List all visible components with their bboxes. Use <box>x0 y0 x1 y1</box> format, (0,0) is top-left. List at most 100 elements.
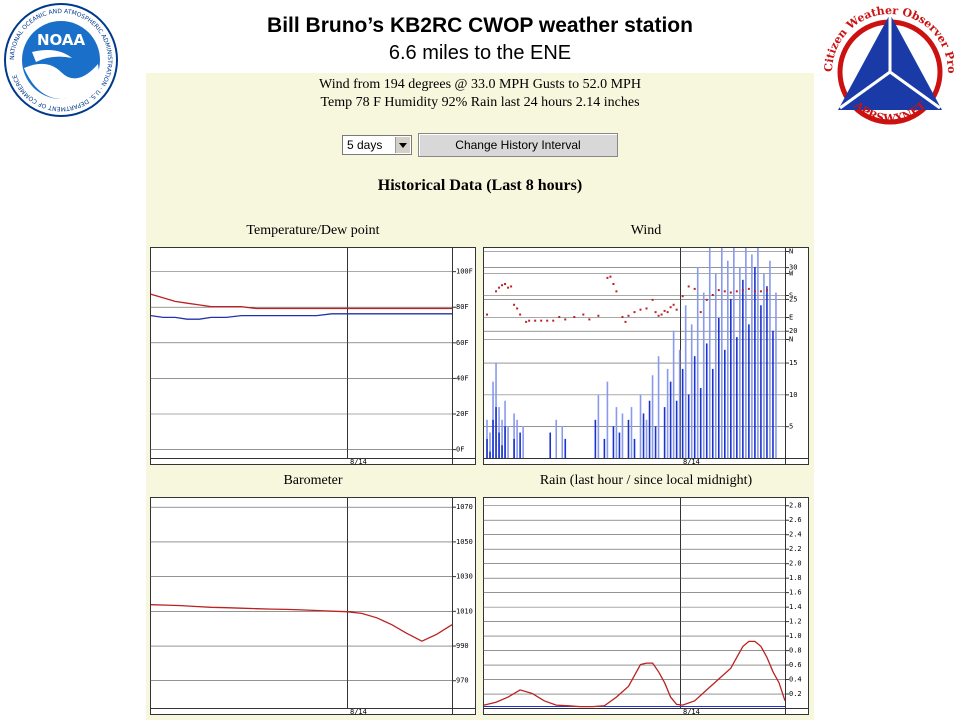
wind-speed-bar <box>736 337 738 458</box>
rain-y-tick-label: 0.6 <box>789 661 802 669</box>
wind-speed-y-tick-label: 30 <box>789 264 797 272</box>
wind-direction-point <box>621 316 624 318</box>
rain-y-tick-label: 2.4 <box>789 531 802 539</box>
wind-speed-bar <box>504 426 506 458</box>
wind-direction-point <box>615 290 618 293</box>
wind-gust-bar <box>561 426 564 458</box>
wind-speed-y-tick-label: 5 <box>789 423 793 431</box>
wind-direction-point <box>645 307 648 310</box>
wind-dir-y-tick-label: N <box>789 336 793 344</box>
rain-line <box>483 640 786 708</box>
wind-direction-point <box>528 319 531 322</box>
wind-speed-bar <box>648 400 651 458</box>
wind-gust-bar <box>645 419 648 458</box>
interval-select[interactable]: 5 days <box>342 135 412 155</box>
history-title: Historical Data (Last 8 hours) <box>377 177 583 194</box>
wind-speed-bar <box>760 305 762 458</box>
wind-direction-point <box>735 290 738 293</box>
temperature-dewpoint-chart: 8/14 100F 80F 60F 40F 20F 0F <box>150 247 476 465</box>
wind-x-tick-label: 8/14 <box>683 458 700 465</box>
wind-speed-bar <box>603 438 606 458</box>
wind-direction-point <box>627 314 630 317</box>
wind-direction-point <box>651 298 654 301</box>
barometer-line <box>150 604 453 642</box>
wind-gust-bar <box>489 432 491 458</box>
wind-direction-point <box>501 284 504 287</box>
wind-speed-y-tick-label: 10 <box>789 391 797 399</box>
wind-direction-point <box>687 285 690 288</box>
baro-y-tick-label: 1070 <box>456 503 473 511</box>
wind-speed-bar <box>612 426 615 458</box>
wind-speed-bar <box>519 432 521 458</box>
wind-direction-point <box>597 314 600 317</box>
wind-speed-bar <box>627 419 630 458</box>
wind-direction-point <box>723 290 726 293</box>
temp-y-tick-label: 0F <box>456 446 464 454</box>
temp-y-tick-label: 20F <box>456 410 469 418</box>
temperature-chart-title: Temperature/Dew point <box>246 223 380 238</box>
wind-gust-bar <box>666 368 669 458</box>
wind-gust-bar <box>763 273 765 458</box>
chevron-down-icon[interactable] <box>395 137 410 153</box>
baro-y-tick-label: 1010 <box>456 607 473 615</box>
wind-direction-point <box>606 276 609 279</box>
wind-speed-bar <box>501 445 503 458</box>
wind-speed-bar <box>633 438 636 458</box>
wind-gust-bar <box>522 426 524 458</box>
wind-speed-bar <box>564 438 567 458</box>
wind-dir-y-tick-label: S <box>789 292 793 300</box>
wind-speed-bar <box>705 343 708 458</box>
barometer-chart: 8/14 1070 1050 1030 1010 990 970 <box>150 497 476 715</box>
wind-direction-point <box>639 308 642 311</box>
rain-y-tick-label: 0.2 <box>789 690 802 698</box>
change-history-interval-button[interactable]: Change History Interval <box>418 133 618 157</box>
wind-direction-point <box>693 287 696 290</box>
rain-y-tick-label: 2.8 <box>789 502 802 510</box>
wind-dir-y-tick-label: E <box>789 314 793 322</box>
wind-direction-point <box>741 289 744 292</box>
wind-direction-point <box>519 313 522 316</box>
wind-gust-bar <box>775 292 777 458</box>
wind-direction-point <box>507 286 510 289</box>
rain-y-tick-label: 1.4 <box>789 603 802 611</box>
wind-direction-point <box>675 308 678 311</box>
rain-y-tick-label: 0.8 <box>789 647 802 655</box>
temp-x-tick-label: 8/14 <box>350 458 367 465</box>
wind-direction-point <box>699 311 702 314</box>
wind-direction-point <box>672 303 675 306</box>
temp-y-tick-label: 100F <box>456 268 473 276</box>
wind-direction-point <box>717 289 720 292</box>
wind-direction-point <box>564 318 567 321</box>
wind-speed-bar <box>717 318 720 458</box>
wind-speed-bar <box>748 324 750 458</box>
wind-direction-point <box>546 319 549 322</box>
rain-chart-title: Rain (last hour / since local midnight) <box>539 473 753 488</box>
wind-speed-bar <box>642 413 645 458</box>
wind-speed-bar <box>687 394 690 458</box>
wind-direction-point <box>759 290 762 293</box>
wind-status-line: Wind from 194 degrees @ 33.0 MPH Gusts t… <box>319 77 641 92</box>
wind-gust-bar <box>615 407 618 458</box>
wind-gust-bar <box>684 305 687 458</box>
wind-speed-bar <box>594 419 597 458</box>
wind-speed-bar <box>498 432 500 458</box>
wind-direction-point <box>681 295 684 298</box>
wind-gust-bar <box>769 260 771 458</box>
wind-direction-point <box>510 285 513 288</box>
wind-direction-point <box>633 311 636 314</box>
wind-direction-point <box>498 286 501 289</box>
wind-direction-point <box>513 303 516 306</box>
wind-dir-y-tick-label: W <box>789 270 794 278</box>
baro-y-tick-label: 1030 <box>456 573 473 581</box>
wind-gust-bar <box>639 394 642 458</box>
rain-y-tick-label: 1.6 <box>789 589 802 597</box>
temp-frame <box>150 247 476 465</box>
wind-speed-bar <box>754 267 756 458</box>
wind-speed-bar <box>669 381 672 458</box>
rain-chart: 8/14 2.8 2.6 2.4 2.2 2.0 1.8 1.6 1.4 1.2 1.0 0.8 0.6… <box>483 497 809 715</box>
wind-speed-bar <box>699 388 702 458</box>
rain-x-tick-label: 8/14 <box>683 708 700 715</box>
wind-dir-y-tick-label: N <box>789 248 793 256</box>
wind-direction-point <box>666 311 669 314</box>
slide-subtitle: 6.6 miles to the ENE <box>388 42 572 64</box>
